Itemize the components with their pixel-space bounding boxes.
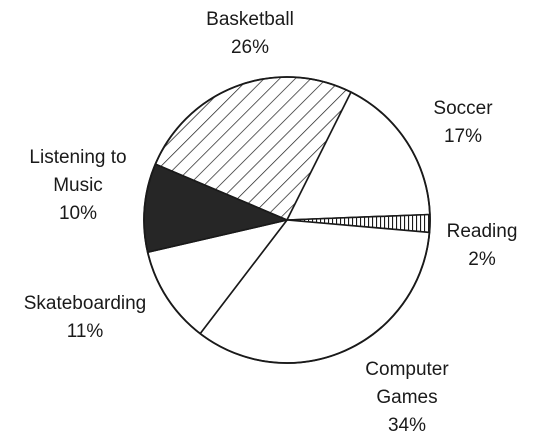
pie-outline bbox=[143, 76, 431, 364]
slice-label-text: Music bbox=[53, 175, 103, 196]
slice-value-text: 10% bbox=[58, 203, 98, 224]
slice-label-listening-to-music: Listening to Music 10% bbox=[8, 144, 148, 228]
slice-label-computer-games: Computer Games 34% bbox=[352, 356, 462, 440]
slice-value-text: 17% bbox=[443, 126, 483, 147]
slice-label-text: Basketball bbox=[206, 9, 294, 30]
slice-label-basketball: Basketball 26% bbox=[188, 6, 312, 62]
slice-value-text: 26% bbox=[230, 37, 270, 58]
slice-label-text: Reading bbox=[446, 221, 518, 242]
slice-label-text: Computer bbox=[365, 359, 449, 380]
slice-label-reading: Reading 2% bbox=[432, 218, 532, 274]
slice-label-text: Listening to bbox=[29, 147, 127, 168]
slice-label-text: Games bbox=[376, 387, 438, 408]
slice-value-text: 34% bbox=[387, 415, 427, 436]
slice-value-text: 11% bbox=[66, 321, 104, 342]
slice-value-text: 2% bbox=[468, 249, 496, 270]
slice-label-skateboarding: Skateboarding 11% bbox=[2, 290, 168, 346]
slice-label-text: Soccer bbox=[433, 98, 493, 119]
slice-label-soccer: Soccer 17% bbox=[408, 95, 518, 151]
slice-label-text: Skateboarding bbox=[23, 293, 147, 314]
